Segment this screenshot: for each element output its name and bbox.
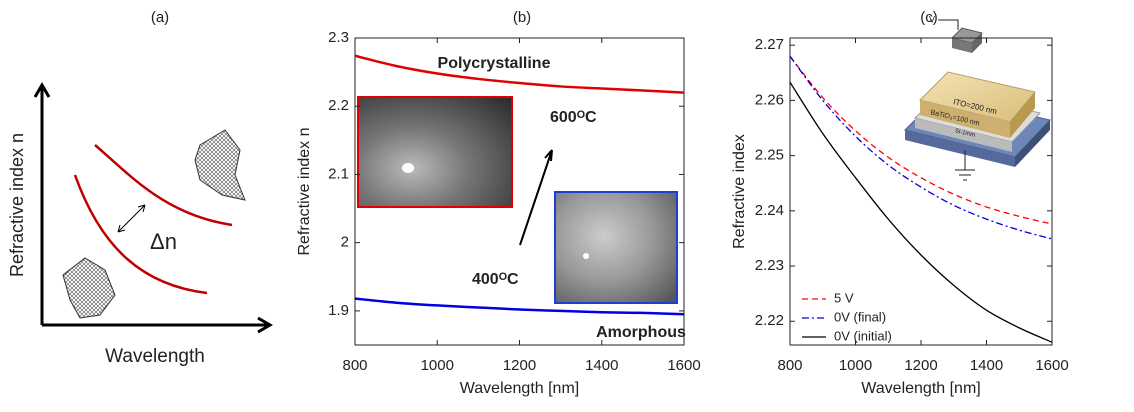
y-axis-label: Refractive index n [7,133,27,277]
device-layer-label: Si-1mm [954,128,975,138]
x-tick-label: 1400 [585,357,618,374]
x-axis-label: Wavelength [nm] [460,380,579,397]
series-line [789,55,1053,240]
inset-spot [583,253,589,259]
panel-label: (b) [513,9,531,26]
series-line [789,55,1053,225]
arrow [519,149,553,246]
y-axis-label: Refractive index [731,134,748,249]
temperature-label: 600ᴼC [550,109,597,126]
device-inset [904,19,1051,181]
x-tick-label: 1600 [1035,357,1068,374]
y-tick-label: 2 [341,234,349,251]
series-line [354,297,685,316]
double-arrow [117,204,146,233]
delta-n-label: Δn [150,229,177,254]
temperature-label: 400ᴼC [472,271,519,288]
series-line [789,81,1053,343]
y-tick-label: 2.23 [755,257,784,274]
x-tick-label: 1000 [421,357,454,374]
inset-image [554,191,678,304]
series-label: Polycrystalline [438,55,551,72]
x-tick-label: 1200 [503,357,536,374]
plot-frame [789,37,1053,346]
series-label: Amorphous [596,324,686,341]
x-tick-label: 800 [777,357,802,374]
y-tick-label: 2.24 [755,202,784,219]
x-axis-label: Wavelength [nm] [861,380,980,397]
y-tick-label: 2.2 [328,97,349,114]
y-tick-label: 2.26 [755,91,784,108]
panel-label: (c) [920,9,938,26]
dispersion-curve [94,144,233,227]
legend-label: 5 V [834,290,854,305]
inset-spot [402,163,414,173]
panel-label: (a) [151,9,169,26]
y-tick-label: 2.27 [755,36,784,53]
crystal [62,257,116,319]
y-tick-label: 2.1 [328,165,349,182]
y-tick-label: 2.22 [755,312,784,329]
axis-arrow [33,82,273,334]
x-tick-label: 1200 [904,357,937,374]
x-tick-label: 800 [342,357,367,374]
y-tick-label: 1.9 [328,302,349,319]
y-tick-label: 2.25 [755,147,784,164]
x-tick-label: 1000 [839,357,872,374]
legend-label: 0V (initial) [834,328,892,343]
legend-label: 0V (final) [834,309,886,324]
y-tick-label: 2.3 [328,29,349,46]
series-line [354,54,685,94]
y-axis-label: Refractive index n [296,127,313,255]
x-axis-label: Wavelength [105,346,205,367]
device-layer-label: V [929,14,935,24]
crystal [194,129,246,201]
x-tick-label: 1600 [667,357,700,374]
inset-image [357,96,513,208]
dispersion-curve [73,174,208,295]
x-tick-label: 1400 [970,357,1003,374]
